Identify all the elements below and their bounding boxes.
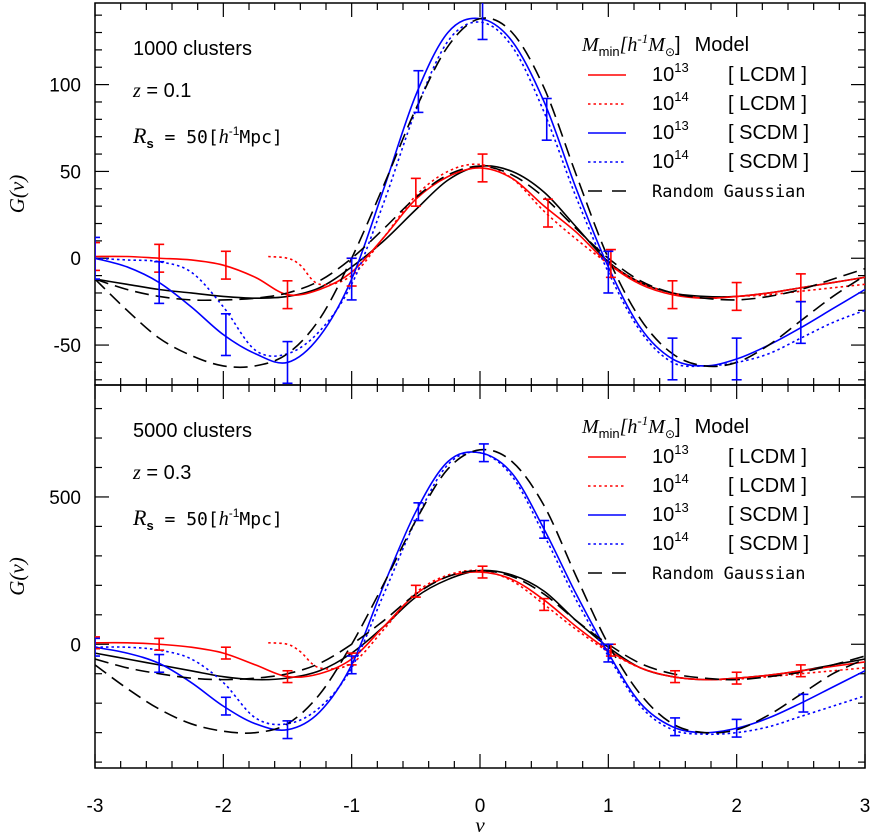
legend-label: 1013[ SCDM ] [652, 500, 809, 526]
error-bar [413, 502, 424, 522]
error-bar [603, 250, 614, 294]
legend-label: Random Gaussian [652, 564, 806, 584]
series-line [95, 569, 865, 681]
error-bar [282, 669, 293, 684]
legend-label: 1014[ LCDM ] [652, 89, 807, 115]
error-bar [282, 340, 293, 385]
error-bar [220, 696, 231, 716]
annotation-smoothing: Rs = 50[h-1Mpc] [132, 123, 283, 151]
x-tick-label: 2 [731, 796, 742, 817]
y-tick-label: -50 [54, 336, 81, 357]
legend-label: 1014[ SCDM ] [652, 147, 809, 173]
error-bar [670, 717, 681, 737]
error-bar [731, 718, 742, 738]
error-bar [731, 281, 742, 312]
error-bar [667, 337, 678, 381]
x-tick-label: -2 [215, 796, 232, 817]
error-bar [667, 280, 678, 310]
series-line [95, 448, 865, 734]
error-bar [346, 257, 357, 301]
x-tick-label: 0 [475, 796, 486, 817]
error-bar [477, 153, 488, 183]
annotation-clusters: 5000 clusters [133, 420, 252, 442]
annotation-smoothing: Rs = 50[h-1Mpc] [132, 505, 283, 533]
error-bar [477, 565, 488, 579]
error-bar [220, 313, 231, 357]
error-bar [154, 260, 165, 305]
error-bar [410, 177, 421, 207]
error-bar [95, 636, 100, 650]
annotation-redshift: z = 0.3 [132, 462, 191, 484]
legend-header: Mmin[h-1M⊙] Model [581, 31, 749, 59]
error-bar [410, 584, 421, 598]
legend-label: 1013[ SCDM ] [652, 118, 809, 144]
error-bar [413, 69, 424, 114]
legend-header: Mmin[h-1M⊙] Model [581, 413, 749, 441]
error-bar [795, 300, 806, 345]
error-bar [477, 3, 488, 41]
y-tick-label: 0 [70, 635, 81, 656]
bottom-panel: -3 -2 -1 0 1 2 3 0 500 G(ν) 5000 clusters z = 0.3 Rs… [5, 384, 871, 817]
error-bar [154, 637, 165, 651]
series-line [95, 571, 865, 681]
legend-label: 1013[ LCDM ] [652, 60, 807, 86]
error-bar [282, 280, 293, 310]
error-bar [798, 693, 809, 713]
series-line [95, 165, 865, 302]
legend-label: Random Gaussian [652, 182, 806, 202]
error-bar [670, 669, 681, 684]
error-bar [154, 653, 165, 674]
x-axis-label: ν [475, 813, 485, 837]
error-bar [603, 643, 614, 663]
error-bar [539, 597, 550, 612]
series-line [95, 451, 865, 736]
y-tick-label: 0 [70, 249, 81, 270]
error-bar [220, 250, 231, 280]
error-bar [220, 646, 231, 660]
series-line [95, 17, 865, 369]
legend-label: 1014[ LCDM ] [652, 471, 807, 497]
series-line [268, 569, 865, 681]
annotation-redshift: z = 0.1 [132, 80, 191, 102]
error-bar [95, 236, 100, 280]
x-tick-label: 3 [860, 796, 871, 817]
error-bar [478, 443, 489, 463]
y-axis-label: G(ν) [5, 175, 29, 213]
error-bar [731, 337, 742, 381]
error-bar [95, 637, 100, 657]
legend-label: 1014[ SCDM ] [652, 529, 809, 555]
y-axis-label: G(ν) [5, 557, 29, 595]
annotation-clusters: 1000 clusters [133, 38, 252, 60]
error-bar [795, 664, 806, 678]
error-bar [541, 97, 552, 141]
error-bar [346, 655, 357, 675]
x-tick-label: -1 [343, 796, 360, 817]
series-line [268, 163, 865, 300]
y-tick-label: 50 [60, 162, 81, 183]
error-bar [731, 671, 742, 685]
error-bar [95, 241, 100, 272]
y-tick-label: 100 [49, 76, 81, 97]
error-bar [543, 198, 554, 228]
x-tick-label: 1 [603, 796, 614, 817]
error-bar [539, 519, 550, 540]
top-panel: -50 0 50 100 G(ν) 1000 clusters z = 0.1 Rs = 50… [5, 2, 866, 386]
x-tick-label: -3 [87, 796, 104, 817]
y-tick-label: 500 [49, 488, 81, 509]
error-bar [282, 720, 293, 740]
legend-label: 1013[ LCDM ] [652, 442, 807, 468]
series-line [95, 569, 865, 681]
